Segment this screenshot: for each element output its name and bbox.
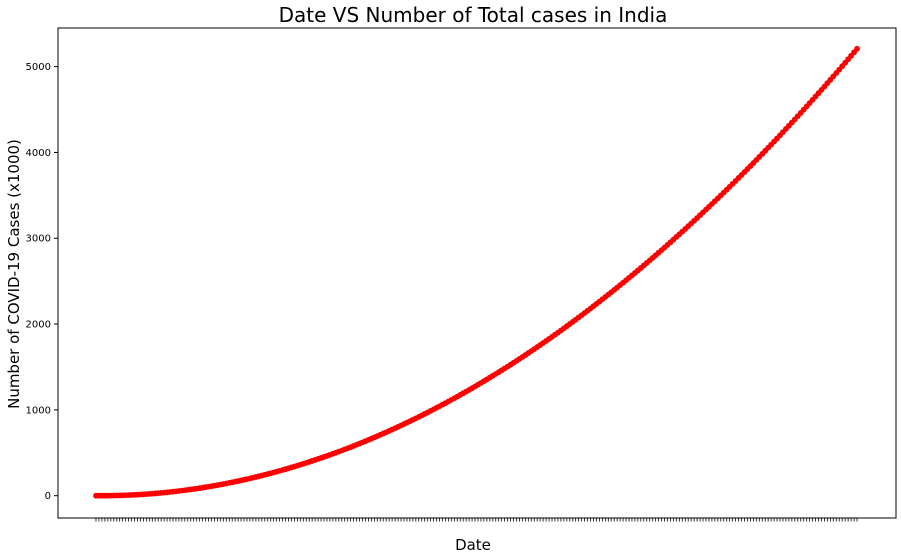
y-tick-label: 0 [45, 491, 51, 502]
y-tick-label: 5000 [26, 62, 51, 73]
y-tick-label: 1000 [26, 405, 51, 416]
data-point [854, 45, 860, 52]
y-tick-label: 4000 [26, 148, 51, 159]
y-tick-label: 3000 [26, 234, 51, 245]
plot-frame [57, 27, 897, 519]
y-axis-label: Number of COVID-19 Cases (x1000) [5, 139, 23, 409]
y-tick-label: 2000 [26, 320, 51, 331]
x-axis-label: Date [455, 536, 491, 554]
series-points [93, 45, 860, 499]
x-axis-ticks [95, 518, 858, 522]
y-axis-ticks: 0 1000 2000 3000 4000 5000 [26, 62, 58, 502]
chart-title: Date VS Number of Total cases in India [279, 3, 668, 27]
